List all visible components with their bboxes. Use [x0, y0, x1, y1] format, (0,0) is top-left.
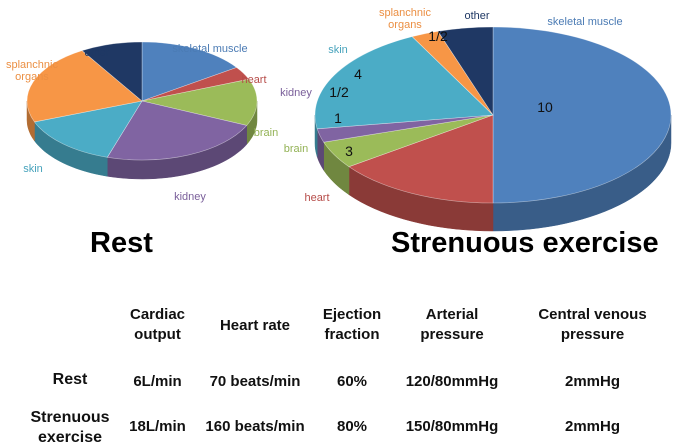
- rest-label-brain: brain: [254, 127, 278, 139]
- rest-label-splanchnic-organs: splanchnic organs: [6, 59, 58, 83]
- rest-slice-skin: [33, 100, 143, 158]
- rest-slice-other: [81, 41, 143, 102]
- row-label-rest: Rest: [52, 371, 88, 388]
- header-cardiac-output: Cardiac output: [129, 306, 186, 343]
- rest-central-venous-pressure: 2mmHg: [564, 373, 620, 390]
- exercise-slice-skin: [314, 36, 494, 130]
- exercise-slice-other: [437, 26, 494, 117]
- rest-arterial-pressure: 120/80mmHg: [405, 373, 499, 390]
- header-central-venous-pressure: Central venous pressure: [538, 306, 647, 343]
- rest-slice-splanchnic-organs: [26, 50, 143, 123]
- exercise-value-skeletal-muscle: 10: [537, 99, 553, 115]
- rest-label-skin: skin: [23, 163, 43, 175]
- exercise-label-kidney: kidney: [280, 87, 312, 99]
- rest-ejection-fraction: 60%: [336, 373, 368, 390]
- exercise-value-skin: 4: [354, 66, 362, 82]
- header-ejection-fraction: Ejection fraction: [322, 306, 382, 343]
- exercise-label-brain: brain: [284, 143, 308, 155]
- exercise-chart-title: Strenuous exercise: [391, 227, 659, 259]
- exercise-cardiac-output: 18L/min: [129, 418, 186, 435]
- exercise-label-other: other: [464, 10, 489, 22]
- rest-slice-brain: [141, 78, 258, 126]
- exercise-central-venous-pressure: 2mmHg: [564, 418, 620, 435]
- exercise-label-skin: skin: [328, 44, 348, 56]
- rest-label-skeletal-muscle: skeletal muscle: [172, 43, 247, 55]
- header-arterial-pressure: Arterial pressure: [420, 306, 484, 343]
- exercise-label-heart: heart: [304, 192, 329, 204]
- exercise-value-splanchnic-organs: 1/2: [428, 28, 448, 44]
- rest-chart-title: Rest: [90, 227, 153, 259]
- rest-slice-skeletal-muscle: [141, 41, 238, 102]
- header-heart-rate: Heart rate: [219, 317, 291, 334]
- exercise-slice-skeletal-muscle: [492, 26, 672, 204]
- row-label-strenuous-exercise: Strenuous exercise: [30, 409, 110, 446]
- exercise-slice-heart: [348, 114, 494, 204]
- exercise-label-splanchnic-organs: splanchnic organs: [379, 7, 431, 31]
- exercise-value-heart: 3: [345, 143, 353, 159]
- rest-label-kidney: kidney: [174, 191, 206, 203]
- rest-label-heart: heart: [241, 74, 266, 86]
- rest-cardiac-output: 6L/min: [133, 373, 182, 390]
- exercise-ejection-fraction: 80%: [336, 418, 368, 435]
- exercise-value-brain: 1: [334, 110, 342, 126]
- exercise-arterial-pressure: 150/80mmHg: [405, 418, 499, 435]
- rest-label-other: other: [84, 47, 109, 59]
- exercise-heart-rate: 160 beats/min: [205, 418, 305, 435]
- exercise-value-kidney: 1/2: [329, 84, 349, 100]
- exercise-pie: skeletal muscle heart brain kidney skin splan…: [280, 7, 672, 232]
- exercise-label-skeletal-muscle: skeletal muscle: [547, 16, 622, 28]
- rest-slice-kidney: [106, 100, 248, 161]
- rest-pie: skeletal muscle heart brain kidney skin splan…: [6, 41, 278, 203]
- rest-heart-rate: 70 beats/min: [209, 373, 301, 390]
